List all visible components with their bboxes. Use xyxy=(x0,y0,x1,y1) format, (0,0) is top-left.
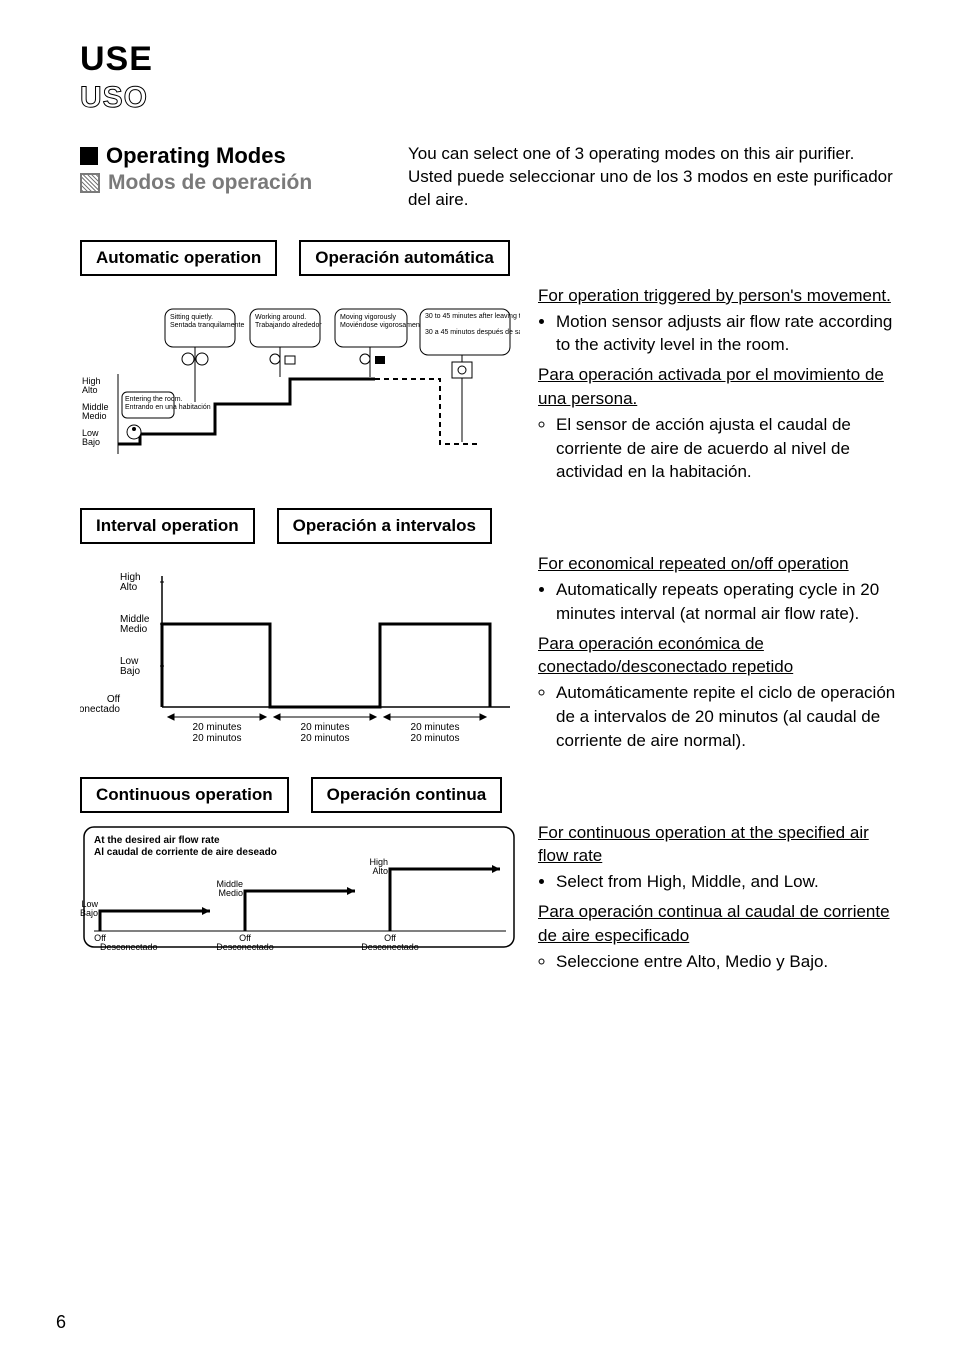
interval-bullet-en: Automatically repeats operating cycle in… xyxy=(556,578,898,626)
section-header: Operating Modes Modos de operación You c… xyxy=(80,143,898,212)
automatic-head-es: Para operación activada por el movimient… xyxy=(538,363,898,411)
svg-text:20 minutes: 20 minutes xyxy=(193,722,242,733)
svg-text:Bajo: Bajo xyxy=(120,666,140,677)
interval-label-es: Operación a intervalos xyxy=(277,508,492,544)
interval-head-en: For economical repeated on/off operation xyxy=(538,552,898,576)
automatic-diagram: High Alto Middle Medio Low Bajo Entering… xyxy=(80,284,520,490)
svg-text:30 a 45 minutos después de sal: 30 a 45 minutos después de salir de la h… xyxy=(425,329,520,336)
intro-text: You can select one of 3 operating modes … xyxy=(408,143,898,212)
automatic-bullet-es: El sensor de acción ajusta el caudal de … xyxy=(556,413,898,484)
interval-labels: Interval operation Operación a intervalo… xyxy=(80,508,898,544)
svg-text:Sentada tranquilamente: Sentada tranquilamente xyxy=(170,322,244,329)
svg-text:20 minutos: 20 minutos xyxy=(411,733,460,744)
svg-text:Desconectado: Desconectado xyxy=(361,942,419,952)
continuous-text: For continuous operation at the specifie… xyxy=(538,821,898,980)
operating-modes-text-es: Modos de operación xyxy=(108,171,312,195)
interval-diagram: High Alto Middle Medio Low Bajo Off Desc… xyxy=(80,552,520,758)
automatic-text: For operation triggered by person's move… xyxy=(538,284,898,490)
svg-text:Desconectado: Desconectado xyxy=(80,704,120,715)
continuous-row: At the desired air flow rate Al caudal d… xyxy=(80,821,898,980)
intro-en: You can select one of 3 operating modes … xyxy=(408,143,898,166)
automatic-row: High Alto Middle Medio Low Bajo Entering… xyxy=(80,284,898,490)
svg-text:Moving vigorously: Moving vigorously xyxy=(340,314,397,321)
svg-text:Desconectado: Desconectado xyxy=(100,942,158,952)
continuous-head-es: Para operación continua al caudal de cor… xyxy=(538,900,898,948)
svg-text:At the desired air flow rate: At the desired air flow rate xyxy=(94,835,220,846)
svg-text:20 minutes: 20 minutes xyxy=(301,722,350,733)
svg-text:Sitting quietly.: Sitting quietly. xyxy=(170,314,213,321)
svg-text:Alto: Alto xyxy=(82,385,98,395)
svg-text:20 minutes: 20 minutes xyxy=(411,722,460,733)
svg-text:Al caudal de corriente de aire: Al caudal de corriente de aire deseado xyxy=(94,847,277,858)
automatic-label-es: Operación automática xyxy=(299,240,510,276)
operating-modes-text-en: Operating Modes xyxy=(106,143,286,169)
page: USE USO Operating Modes Modos de operaci… xyxy=(0,0,954,1361)
interval-row: High Alto Middle Medio Low Bajo Off Desc… xyxy=(80,552,898,758)
square-bullet-icon xyxy=(80,147,98,165)
svg-text:Medio: Medio xyxy=(82,411,107,421)
interval-label-en: Interval operation xyxy=(80,508,255,544)
continuous-diagram: At the desired air flow rate Al caudal d… xyxy=(80,821,520,980)
svg-text:20 minutos: 20 minutos xyxy=(193,733,242,744)
svg-text:20 minutos: 20 minutos xyxy=(301,733,350,744)
svg-text:30 to 45 minutes after leaving: 30 to 45 minutes after leaving the room. xyxy=(425,313,520,320)
continuous-labels: Continuous operation Operación continua xyxy=(80,777,898,813)
automatic-label-en: Automatic operation xyxy=(80,240,277,276)
svg-text:Trabajando alrededor: Trabajando alrededor xyxy=(255,322,322,329)
square-outline-icon xyxy=(80,173,100,193)
continuous-label-en: Continuous operation xyxy=(80,777,289,813)
svg-text:Medio: Medio xyxy=(120,624,148,635)
svg-text:Moviéndose vigorosamente: Moviéndose vigorosamente xyxy=(340,322,426,329)
interval-bullet-es: Automáticamente repite el ciclo de opera… xyxy=(556,681,898,752)
continuous-head-en: For continuous operation at the specifie… xyxy=(538,821,898,869)
svg-text:Bajo: Bajo xyxy=(80,908,98,918)
svg-text:Entering the room.: Entering the room. xyxy=(125,396,183,403)
svg-text:Alto: Alto xyxy=(372,866,388,876)
svg-text:Desconectado: Desconectado xyxy=(216,942,274,952)
automatic-labels: Automatic operation Operación automática xyxy=(80,240,898,276)
operating-modes-heading-en: Operating Modes xyxy=(80,143,380,169)
continuous-bullet-en: Select from High, Middle, and Low. xyxy=(556,870,898,894)
page-number: 6 xyxy=(56,1312,66,1333)
operating-modes-heading-es: Modos de operación xyxy=(80,171,380,195)
svg-text:Entrando en una habitación: Entrando en una habitación xyxy=(125,404,211,411)
page-title-es: USO xyxy=(80,81,898,115)
continuous-bullet-es: Seleccione entre Alto, Medio y Bajo. xyxy=(556,950,898,974)
continuous-label-es: Operación continua xyxy=(311,777,503,813)
svg-text:Bajo: Bajo xyxy=(82,437,100,447)
svg-text:Medio: Medio xyxy=(218,888,243,898)
svg-text:Working around.: Working around. xyxy=(255,314,306,321)
intro-es: Usted puede seleccionar uno de los 3 mod… xyxy=(408,166,898,212)
automatic-bullet-en: Motion sensor adjusts air flow rate acco… xyxy=(556,310,898,358)
svg-text:Alto: Alto xyxy=(120,582,138,593)
automatic-head-en: For operation triggered by person's move… xyxy=(538,284,898,308)
interval-text: For economical repeated on/off operation… xyxy=(538,552,898,758)
interval-head-es: Para operación económica de conectado/de… xyxy=(538,632,898,680)
page-title-en: USE xyxy=(80,40,898,79)
